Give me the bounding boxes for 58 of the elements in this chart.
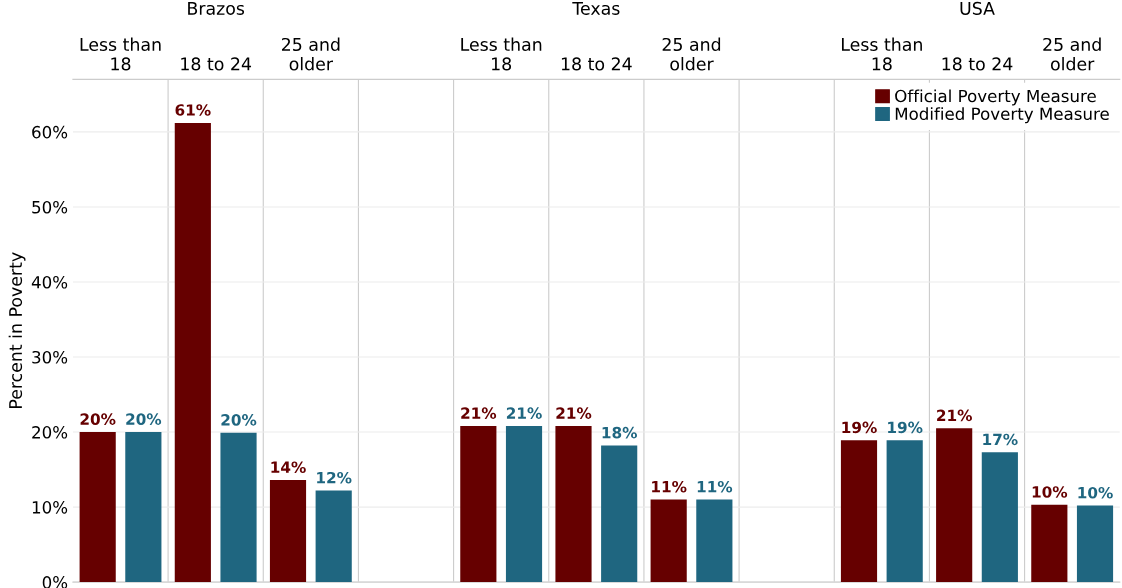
data-label: 17%: [983, 433, 1018, 446]
data-label: 19%: [842, 421, 877, 434]
data-label: 20%: [221, 414, 257, 426]
data-label: 21%: [461, 407, 497, 419]
x-tick-label: 25 and older: [662, 37, 721, 71]
text: Texas: [572, 2, 620, 15]
data-label: 21%: [937, 409, 972, 422]
data-label: 20%: [80, 413, 116, 425]
bar: [269, 480, 307, 583]
bar: [1076, 505, 1114, 583]
bar: [981, 452, 1018, 583]
bar: [1031, 504, 1068, 583]
y-tick-label: 50%: [32, 200, 68, 214]
data-label: 14%: [271, 461, 306, 473]
data-label: 18%: [602, 426, 637, 439]
x-tick-label: 18 to 24: [942, 57, 1013, 71]
x-tick-label: 18 to 24: [181, 57, 252, 71]
bar: [460, 426, 497, 583]
text: Brazos: [188, 2, 245, 15]
data-label: 21%: [556, 407, 592, 419]
bar: [601, 445, 638, 583]
y-tick-label: 40%: [31, 275, 68, 289]
bar: [79, 432, 116, 583]
bar: [125, 432, 162, 583]
x-tick-label: 18 to 24: [561, 57, 632, 71]
bar: [555, 426, 592, 583]
y-tick-label: 10%: [32, 501, 68, 514]
x-tick-label: 25 and older: [1043, 37, 1101, 71]
data-label: 11%: [652, 480, 687, 493]
bar: [505, 426, 543, 583]
text: USA: [960, 1, 995, 15]
data-label: 11%: [697, 480, 733, 493]
x-tick-label: 25 and older: [281, 37, 340, 71]
y-tick-label: 30%: [32, 350, 68, 364]
data-label: 10%: [1078, 486, 1113, 499]
data-label: 21%: [506, 407, 542, 419]
bar: [696, 499, 733, 583]
bar: [936, 428, 973, 583]
data-label: 10%: [1032, 486, 1068, 498]
data-label: 61%: [175, 104, 211, 116]
y-axis-title: Percent in Poverty: [8, 252, 26, 408]
bar: [174, 122, 211, 583]
x-tick-label: Less than 18: [841, 37, 922, 71]
data-label: 19%: [888, 421, 923, 434]
bar: [315, 490, 352, 583]
y-tick-label: 0%: [42, 576, 68, 588]
legend-label: Modified Poverty Measure: [895, 107, 1109, 124]
bar: [650, 499, 687, 583]
x-tick-label: Less than 18: [80, 37, 161, 71]
data-label: 12%: [317, 471, 352, 484]
y-tick-label: 20%: [32, 426, 68, 439]
legend-label: Official Poverty Measure: [895, 89, 1096, 106]
y-tick-label: 60%: [32, 125, 68, 139]
x-tick-label: Less than 18: [461, 37, 542, 71]
bar: [220, 432, 257, 583]
bar: [886, 440, 923, 583]
bar: [840, 440, 878, 583]
data-label: 20%: [126, 413, 162, 425]
